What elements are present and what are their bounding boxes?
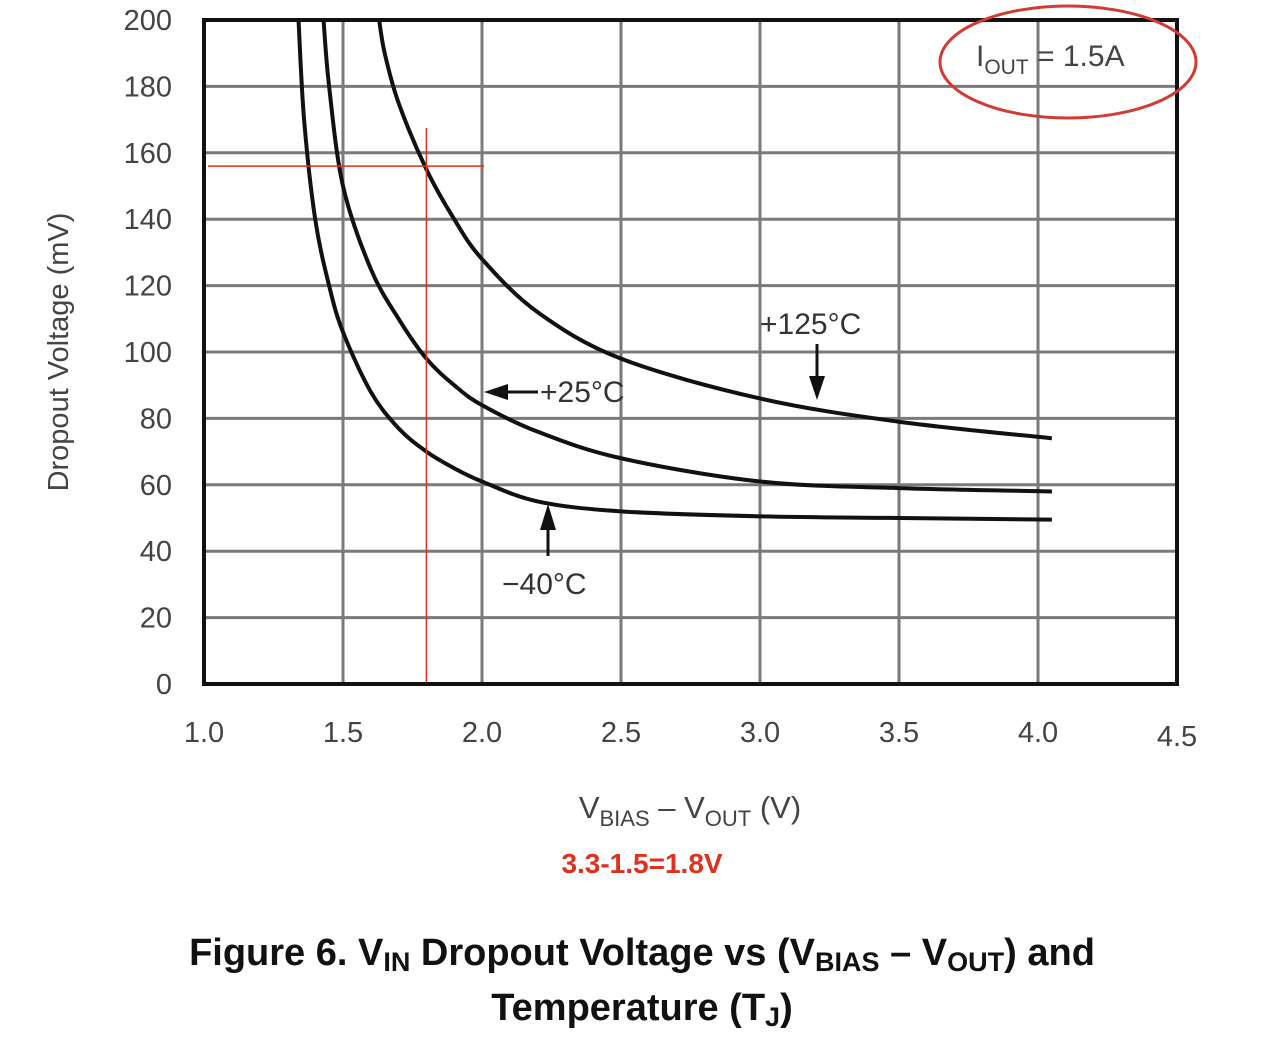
- reference-lines: [208, 128, 484, 684]
- figure-caption: Figure 6. VIN Dropout Voltage vs (VBIAS …: [0, 930, 1284, 1040]
- y-tick-label-1: 20: [140, 603, 172, 635]
- arrow-125c-head: [809, 376, 825, 400]
- plot-frame: [202, 18, 1179, 686]
- y-tick-label-3: 60: [140, 470, 172, 502]
- calculation-note: 3.3-1.5=1.8V: [561, 848, 723, 879]
- x-tick-labels: 1.0 1.5 2.0 2.5 3.0 3.5 4.0 4.5: [184, 717, 1197, 753]
- y-tick-label-2: 40: [140, 536, 172, 568]
- x-tick-label-7: 4.5: [1157, 721, 1197, 753]
- y-tick-label-8: 160: [124, 138, 172, 170]
- series-label-25c: +25°C: [540, 376, 625, 409]
- y-tick-labels: 0 20 40 60 80 100 120 140 160 180 200: [124, 5, 172, 701]
- y-tick-label-7: 140: [124, 204, 172, 236]
- x-tick-label-5: 3.5: [879, 717, 919, 749]
- x-tick-label-3: 2.5: [601, 717, 641, 749]
- y-tick-label-9: 180: [124, 71, 172, 103]
- series-25c-line: [321, 19, 1052, 494]
- caption-line-2: Temperature (TJ): [491, 987, 793, 1032]
- x-axis-title: VBIAS – VOUT (V): [579, 790, 801, 831]
- series-125c-line: [377, 19, 1053, 441]
- series-label-minus40c: −40°C: [502, 568, 587, 601]
- y-tick-label-10: 200: [124, 5, 172, 37]
- x-tick-label-1: 1.5: [323, 717, 363, 749]
- data-series: [296, 19, 1053, 522]
- y-axis-title: Dropout Voltage (mV): [43, 213, 75, 492]
- arrow-25c-head: [484, 384, 508, 400]
- series-label-125c: +125°C: [760, 308, 861, 341]
- arrow-40c-head: [540, 504, 556, 530]
- series-minus40c-line: [296, 19, 1052, 522]
- y-tick-label-6: 120: [124, 271, 172, 303]
- y-tick-label-4: 80: [140, 403, 172, 435]
- condition-highlight-circle: [938, 4, 1198, 120]
- x-tick-label-6: 4.0: [1018, 717, 1058, 749]
- caption-line-1: Figure 6. VIN Dropout Voltage vs (VBIAS …: [189, 932, 1095, 977]
- x-tick-label-4: 3.0: [740, 717, 780, 749]
- condition-label: IOUT = 1.5A: [976, 40, 1125, 79]
- x-tick-label-2: 2.0: [462, 717, 502, 749]
- y-tick-label-5: 100: [124, 337, 172, 369]
- y-tick-label-0: 0: [156, 669, 172, 701]
- x-tick-label-0: 1.0: [184, 717, 224, 749]
